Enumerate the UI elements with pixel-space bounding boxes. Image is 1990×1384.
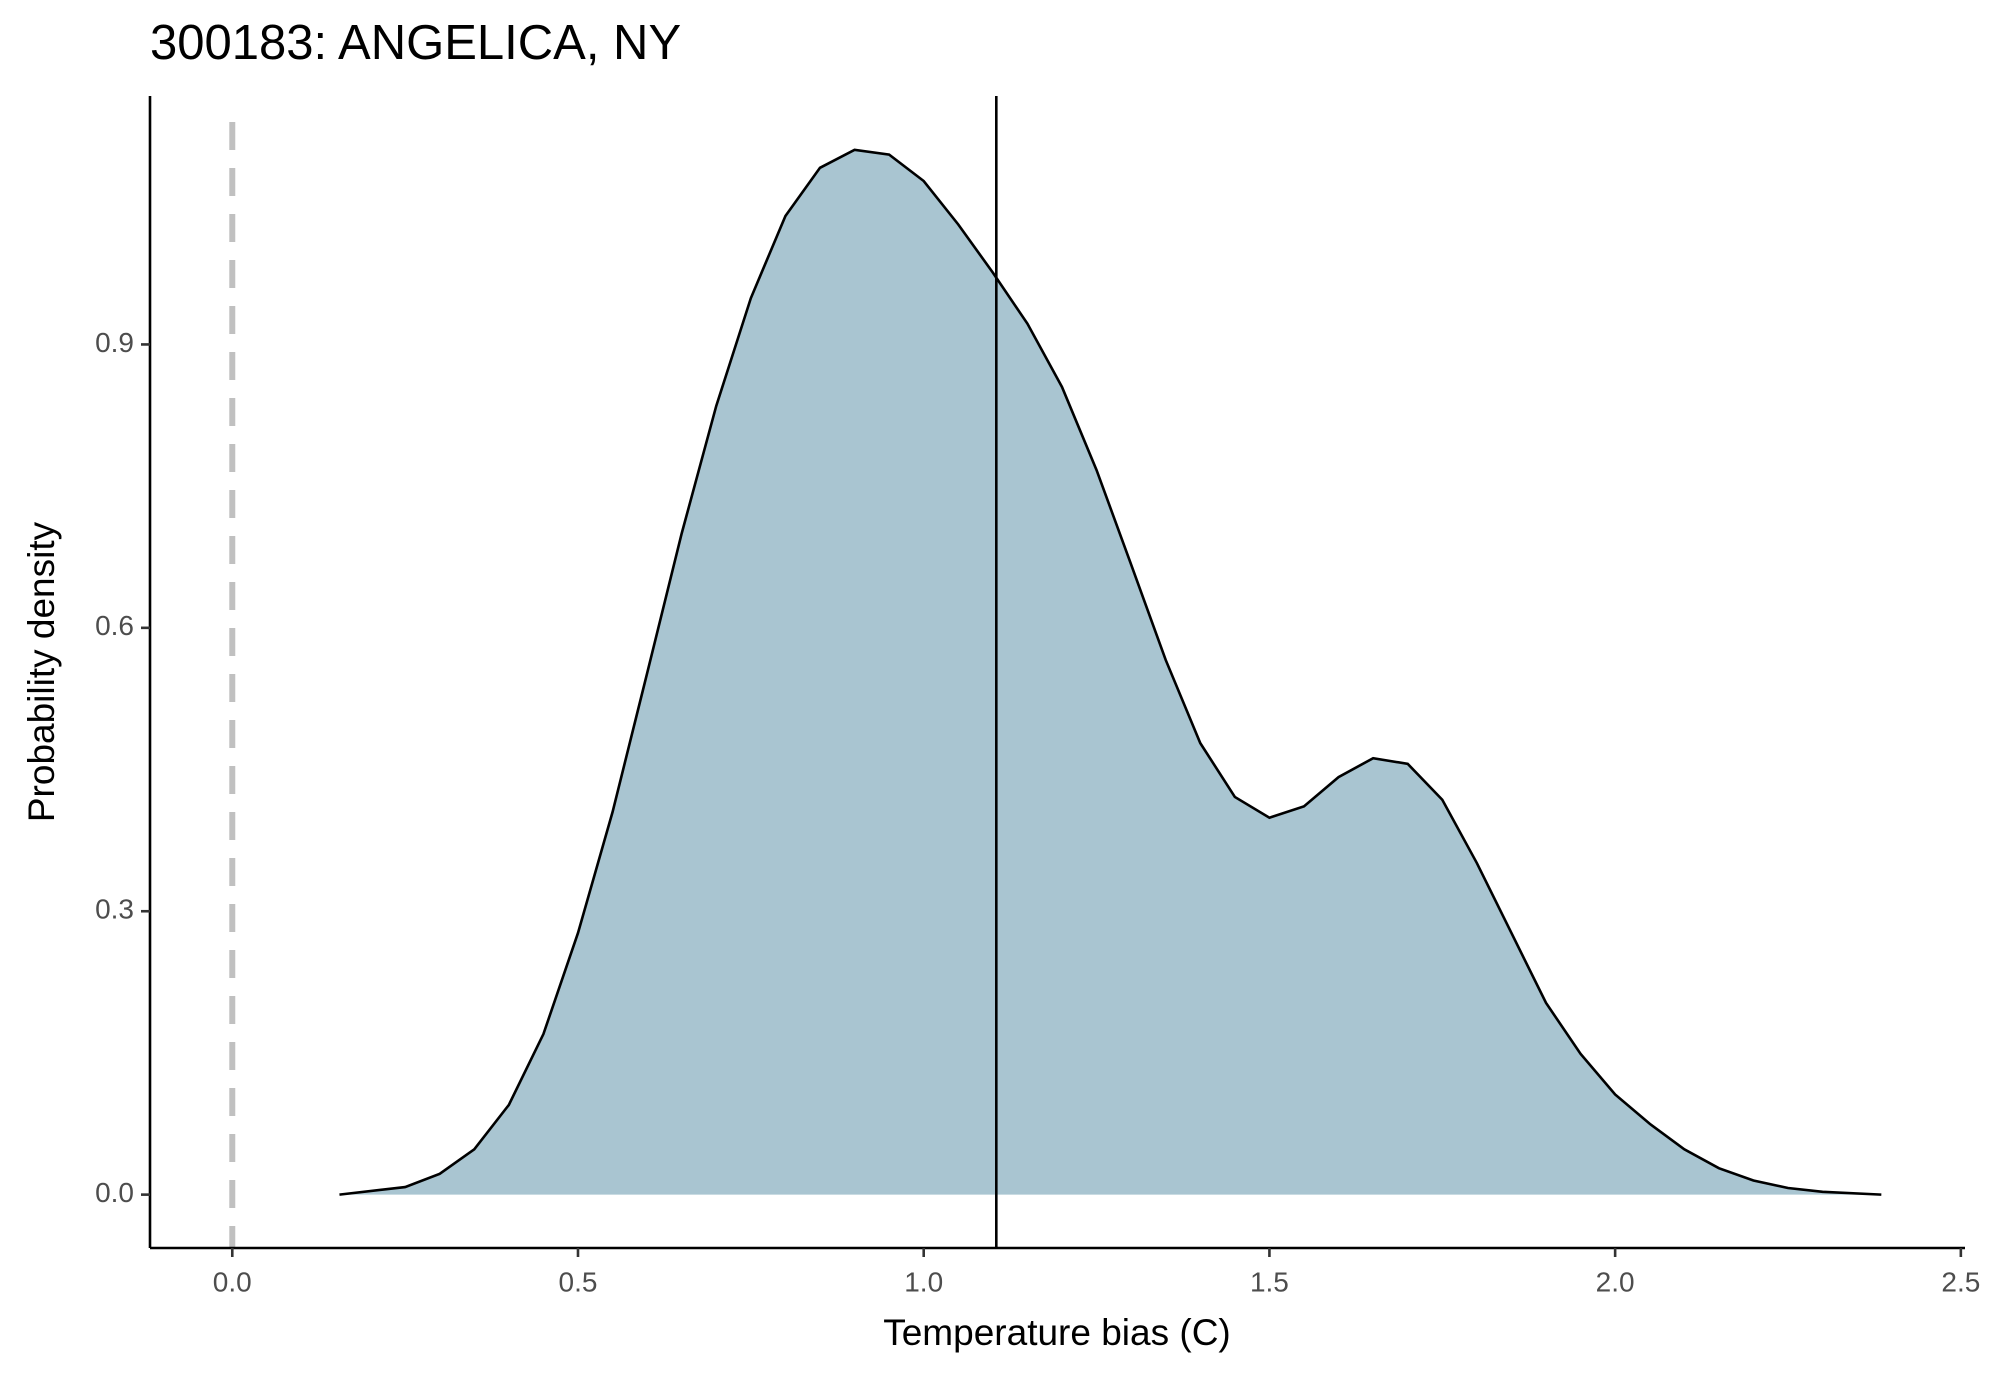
- y-tick-label: 0.6: [95, 610, 134, 641]
- x-tick-label: 2.0: [1596, 1266, 1635, 1297]
- y-tick-label: 0.9: [95, 327, 134, 358]
- y-tick-label: 0.3: [95, 894, 134, 925]
- x-tick-label: 1.5: [1250, 1266, 1289, 1297]
- chart-title: 300183: ANGELICA, NY: [150, 16, 681, 70]
- x-tick-label: 2.5: [1941, 1266, 1980, 1297]
- density-area: [339, 149, 1882, 1195]
- x-tick-label: 0.5: [559, 1266, 598, 1297]
- density-line: [339, 148, 1882, 1196]
- x-tick-label: 1.0: [904, 1266, 943, 1297]
- x-tick-label: 0.0: [213, 1266, 252, 1297]
- y-axis-title: Probability density: [21, 521, 62, 822]
- y-tick-label: 0.0: [95, 1177, 134, 1208]
- x-axis-title: Temperature bias (C): [883, 1312, 1231, 1353]
